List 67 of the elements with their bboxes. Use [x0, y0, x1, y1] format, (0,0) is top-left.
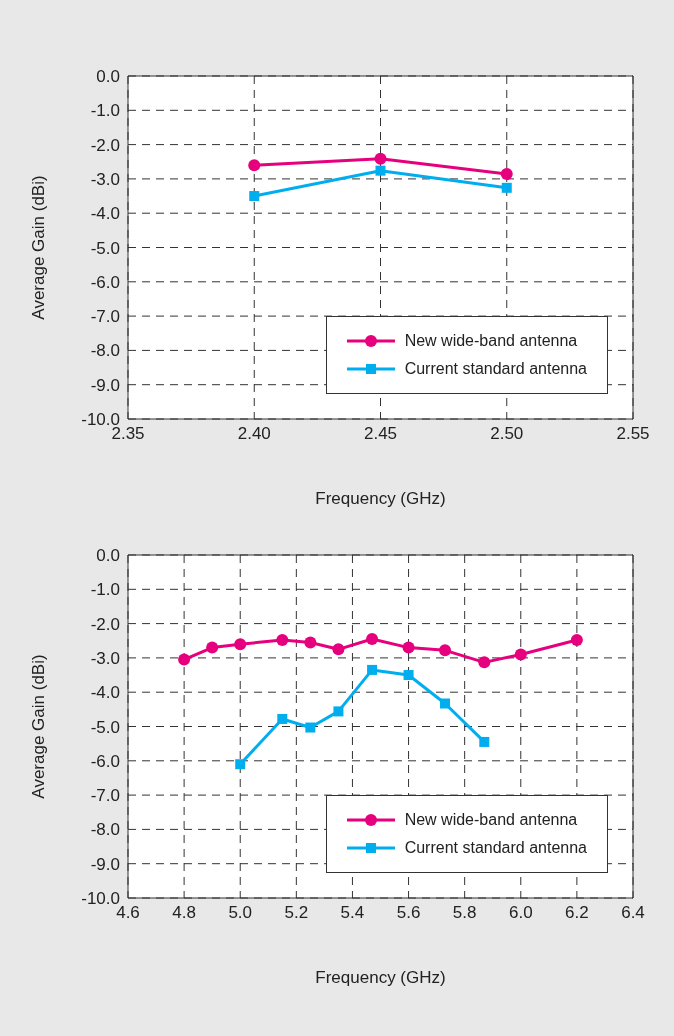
x-tick-label: 5.6 [396, 903, 421, 923]
y-tick-label: -2.0 [90, 135, 120, 155]
point [570, 634, 583, 647]
x-tick-label: 2.55 [616, 424, 650, 444]
point [305, 722, 316, 733]
y-tick-label: -6.0 [90, 751, 120, 771]
y-tick-label: -4.0 [90, 204, 120, 224]
y-tick-label: -8.0 [90, 820, 120, 840]
x-tick-label: 4.8 [172, 903, 196, 923]
y-tick-label: 0.0 [96, 67, 120, 87]
point [440, 698, 451, 709]
x-tick-label: 2.45 [363, 424, 398, 444]
point [366, 633, 379, 646]
point [277, 713, 288, 724]
y-tick-label: -1.0 [90, 580, 120, 600]
point [374, 152, 387, 165]
x-axis-title: Frequency (GHz) [315, 968, 446, 987]
point [178, 653, 191, 666]
point [479, 736, 490, 747]
point [333, 706, 344, 717]
point [367, 664, 378, 675]
legend-label: New wide-band antenna [404, 811, 578, 829]
point [235, 759, 246, 770]
x-tick-label: 5.4 [340, 903, 365, 923]
y-tick-label: -7.0 [90, 307, 120, 327]
x-tick-label: 5.0 [228, 903, 253, 923]
point [500, 168, 513, 181]
point [206, 641, 219, 654]
y-tick-label: -5.0 [90, 717, 120, 737]
y-tick-label: -3.0 [90, 648, 120, 668]
y-tick-label: -8.0 [90, 341, 120, 361]
point [514, 648, 527, 661]
point [248, 159, 261, 172]
legend-label: Current standard antenna [404, 839, 587, 857]
x-tick-label: 5.8 [452, 903, 477, 923]
x-tick-label: 6.0 [508, 903, 533, 923]
y-tick-label: -4.0 [90, 683, 120, 703]
point [501, 182, 512, 193]
point [478, 656, 491, 669]
y-tick-label: -7.0 [90, 786, 120, 806]
point [249, 191, 260, 202]
y-tick-label: -6.0 [90, 272, 120, 292]
legend-label: Current standard antenna [404, 360, 587, 378]
point [276, 634, 289, 647]
x-tick-label: 5.2 [284, 903, 309, 923]
y-tick-label: -1.0 [90, 101, 120, 121]
y-axis-title: Average Gain (dBi) [29, 654, 49, 799]
y-tick-label: -9.0 [90, 375, 120, 395]
point [439, 644, 452, 657]
point [304, 636, 317, 649]
y-tick-label: -5.0 [90, 238, 120, 258]
point [234, 638, 247, 651]
y-tick-label: -2.0 [90, 614, 120, 634]
x-tick-label: 2.40 [237, 424, 271, 444]
x-axis-title: Frequency (GHz) [315, 489, 446, 508]
point [332, 643, 345, 656]
point [402, 641, 415, 654]
x-tick-label: 6.2 [565, 903, 589, 923]
y-axis-title: Average Gain (dBi) [29, 175, 49, 320]
legend-label: New wide-band antenna [404, 332, 578, 350]
point [403, 670, 414, 681]
point [375, 165, 386, 176]
x-tick-label: 2.50 [490, 424, 524, 444]
y-tick-label: 0.0 [96, 546, 120, 566]
x-tick-label: 6.4 [621, 903, 645, 923]
y-tick-label: -3.0 [90, 169, 120, 189]
y-tick-label: -9.0 [90, 854, 120, 874]
